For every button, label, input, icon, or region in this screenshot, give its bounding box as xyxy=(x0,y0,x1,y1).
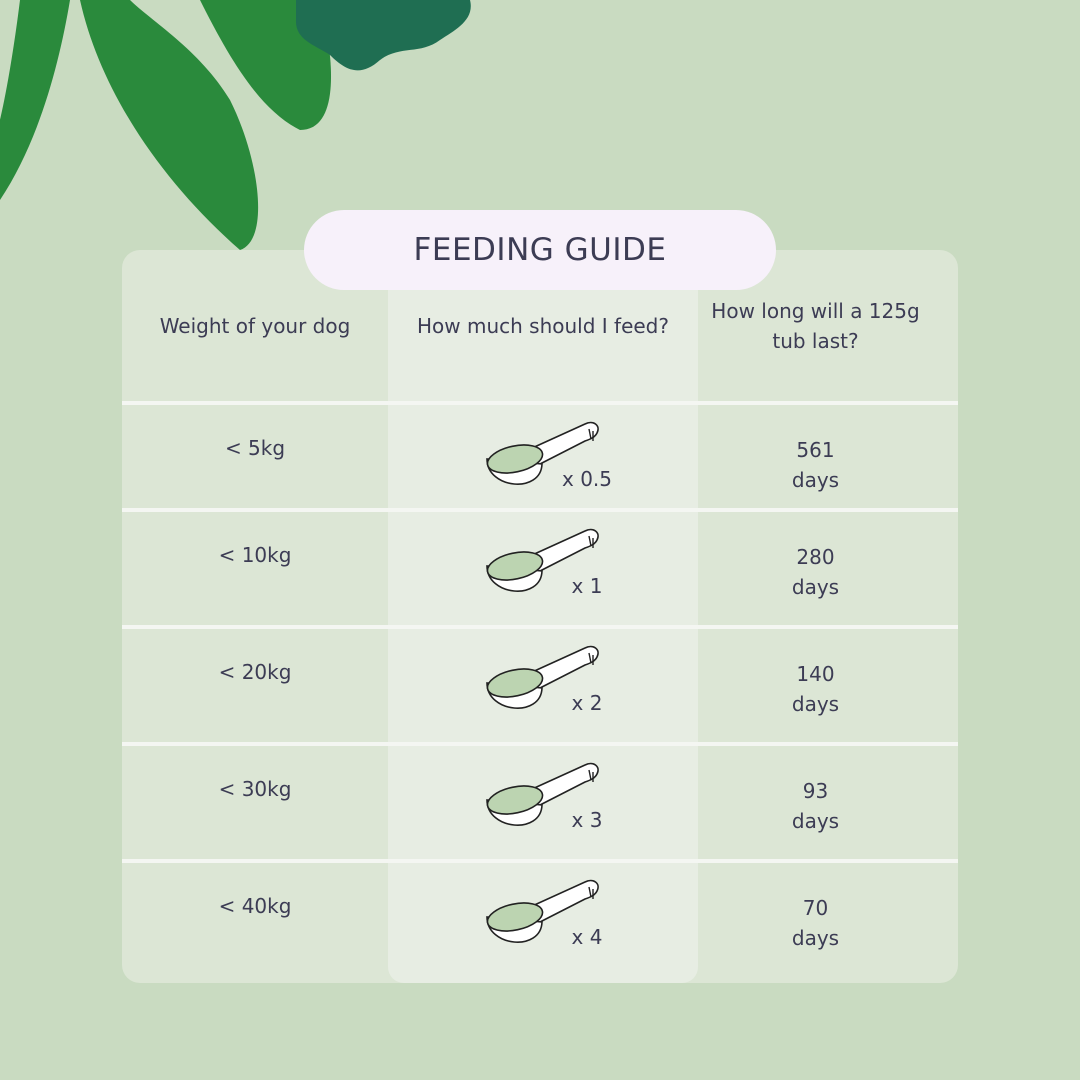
scoop-count: x 0.5 xyxy=(562,467,612,491)
row-separator xyxy=(122,625,958,629)
weight: < 30kg xyxy=(218,777,292,801)
days-number: 140 xyxy=(796,662,835,686)
days-unit: days xyxy=(791,926,840,950)
header-weight: Weight of your dog xyxy=(159,314,351,338)
row-separator xyxy=(122,508,958,512)
days-number: 70 xyxy=(802,896,829,920)
weight: < 40kg xyxy=(218,894,292,918)
days-number: 561 xyxy=(796,438,835,462)
leaves xyxy=(0,0,471,250)
row-separator xyxy=(122,401,958,405)
days-unit: days xyxy=(791,809,840,833)
row-separator xyxy=(122,859,958,863)
days-number: 93 xyxy=(802,779,829,803)
days-number: 280 xyxy=(796,545,835,569)
scoop-count: x 4 xyxy=(571,925,603,949)
days-unit: days xyxy=(791,468,840,492)
scoop-count: x 1 xyxy=(571,574,603,598)
row-separator xyxy=(122,742,958,746)
weight: < 5kg xyxy=(224,436,286,460)
days-unit: days xyxy=(791,692,840,716)
days-unit: days xyxy=(791,575,840,599)
scoop-count: x 3 xyxy=(571,808,603,832)
scoop-count: x 2 xyxy=(571,691,603,715)
weight: < 20kg xyxy=(218,660,292,684)
header-amount: How much should I feed? xyxy=(416,314,669,338)
title: FEEDING GUIDE xyxy=(304,210,776,290)
header-duration: How long will a 125g tub last? xyxy=(711,299,920,353)
weight: < 10kg xyxy=(218,543,292,567)
